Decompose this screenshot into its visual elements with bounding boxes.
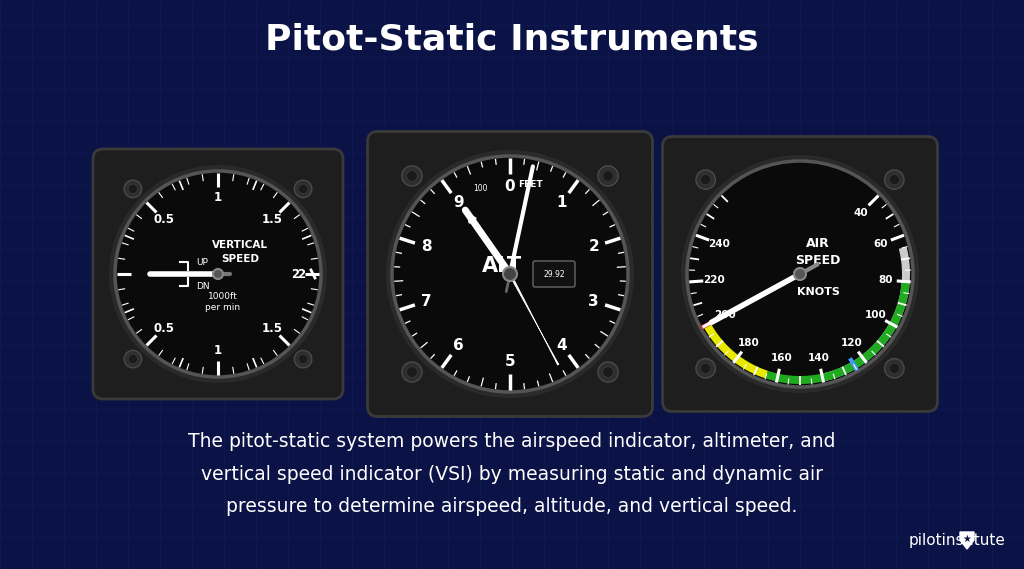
Text: UP: UP: [196, 258, 208, 266]
Text: DN: DN: [196, 282, 210, 291]
Circle shape: [885, 170, 904, 189]
Text: 240: 240: [709, 239, 730, 249]
Text: 2: 2: [297, 267, 305, 281]
Text: 8: 8: [421, 240, 432, 254]
Text: 120: 120: [841, 338, 862, 348]
Circle shape: [696, 358, 716, 378]
Text: 220: 220: [703, 275, 725, 285]
Circle shape: [407, 367, 417, 377]
Text: 2: 2: [291, 267, 299, 281]
Text: 180: 180: [737, 338, 760, 348]
Circle shape: [128, 184, 137, 193]
Text: 40: 40: [853, 208, 868, 218]
Text: 0.5: 0.5: [153, 213, 174, 226]
Text: 5: 5: [505, 354, 515, 369]
Circle shape: [794, 268, 806, 280]
Polygon shape: [821, 247, 910, 381]
Circle shape: [401, 166, 422, 186]
Circle shape: [386, 150, 634, 398]
Text: ★: ★: [963, 534, 972, 544]
Circle shape: [124, 180, 141, 197]
Text: 100: 100: [864, 310, 887, 320]
Circle shape: [503, 267, 517, 281]
Circle shape: [213, 269, 223, 279]
Circle shape: [885, 358, 904, 378]
Circle shape: [299, 354, 307, 364]
Polygon shape: [765, 281, 909, 384]
Circle shape: [687, 161, 913, 387]
Circle shape: [598, 166, 618, 186]
Text: 60: 60: [873, 239, 888, 249]
Text: 1: 1: [214, 191, 222, 204]
Circle shape: [392, 156, 628, 392]
Text: 100: 100: [473, 183, 487, 192]
Text: 80: 80: [879, 275, 893, 285]
Circle shape: [696, 170, 716, 189]
Text: 1000ft
per min: 1000ft per min: [206, 291, 241, 312]
Text: 3: 3: [589, 294, 599, 309]
Circle shape: [598, 362, 618, 382]
Polygon shape: [504, 265, 559, 365]
Text: ALT: ALT: [482, 256, 522, 276]
Polygon shape: [961, 532, 974, 549]
FancyBboxPatch shape: [534, 261, 575, 287]
Circle shape: [294, 351, 312, 368]
Circle shape: [889, 175, 899, 185]
Text: KNOTS: KNOTS: [797, 287, 840, 297]
Text: 7: 7: [421, 294, 432, 309]
Text: 1.5: 1.5: [262, 213, 283, 226]
Text: 2: 2: [589, 240, 599, 254]
Text: 29.92: 29.92: [543, 270, 565, 278]
Text: pilotinstitute: pilotinstitute: [908, 534, 1005, 549]
Text: 0: 0: [505, 179, 515, 193]
Text: 4: 4: [556, 337, 567, 353]
Circle shape: [115, 171, 321, 377]
FancyBboxPatch shape: [93, 149, 343, 399]
Circle shape: [401, 362, 422, 382]
Circle shape: [124, 351, 141, 368]
Text: 1: 1: [556, 195, 567, 211]
Text: AIR
SPEED: AIR SPEED: [796, 237, 841, 267]
Text: 1.5: 1.5: [262, 322, 283, 335]
Circle shape: [407, 171, 417, 182]
FancyBboxPatch shape: [368, 131, 652, 417]
Circle shape: [889, 363, 899, 373]
Text: Pitot-Static Instruments: Pitot-Static Instruments: [265, 22, 759, 56]
Text: 160: 160: [771, 353, 793, 363]
Text: 9: 9: [453, 195, 464, 211]
Text: 200: 200: [714, 310, 735, 320]
FancyBboxPatch shape: [663, 137, 938, 411]
Text: 0.5: 0.5: [153, 322, 174, 335]
Text: VERTICAL
SPEED: VERTICAL SPEED: [212, 240, 268, 263]
Text: 1: 1: [214, 344, 222, 357]
Circle shape: [603, 171, 613, 182]
Text: The pitot-static system powers the airspeed indicator, altimeter, and
vertical s: The pitot-static system powers the airsp…: [188, 432, 836, 516]
Text: FEET: FEET: [518, 179, 543, 188]
Circle shape: [299, 184, 307, 193]
Circle shape: [700, 175, 711, 185]
Polygon shape: [703, 323, 768, 378]
Circle shape: [681, 155, 919, 393]
Circle shape: [109, 165, 327, 383]
Text: 6: 6: [453, 337, 464, 353]
Text: 140: 140: [807, 353, 829, 363]
Circle shape: [603, 367, 613, 377]
Circle shape: [128, 354, 137, 364]
Circle shape: [294, 180, 312, 197]
Circle shape: [700, 363, 711, 373]
